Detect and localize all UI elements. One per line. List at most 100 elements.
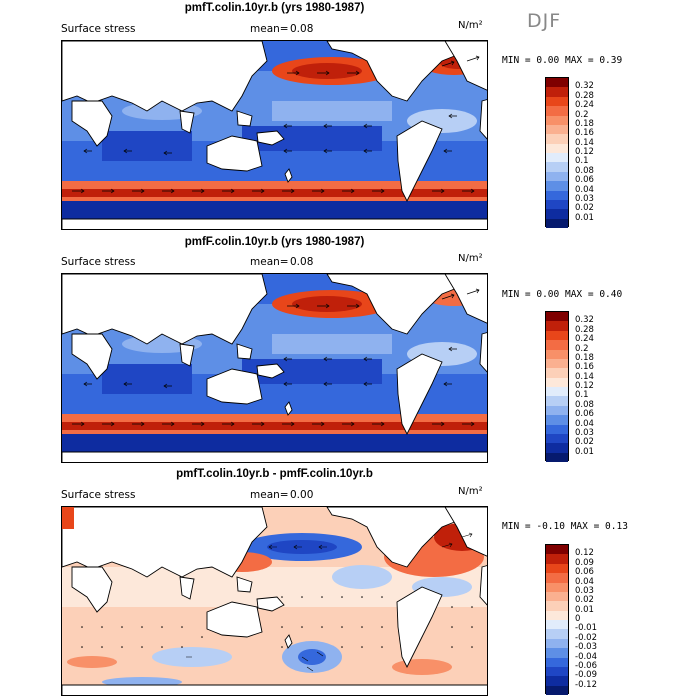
colorbar-segment [546,648,568,658]
colorbar-level-label: 0.04 [575,418,594,429]
panel-3-units: N/m² [458,486,483,497]
colorbar-segment [546,601,568,611]
colorbar-segment [546,153,568,163]
panel-3-map-svg [62,507,487,695]
panel-2-map [61,273,488,463]
colorbar-segment [546,620,568,630]
colorbar-segment [546,171,568,182]
colorbar-level-label: -0.02 [575,632,597,643]
panel-1-mean-label: mean= [250,23,289,35]
colorbar-segment [546,629,568,639]
panel-1-map [61,40,488,230]
colorbar-level-label: 0.02 [575,595,594,606]
colorbar-segment [546,115,568,125]
colorbar-level-label: 0.18 [575,352,594,363]
colorbar-segment [546,321,568,331]
colorbar-segment [546,554,568,564]
colorbar-segment [546,610,568,620]
colorbar-level-label: 0.1 [575,156,589,167]
colorbar-segment [546,377,568,387]
panel-1-map-svg [62,41,487,229]
panel-2-variable-label: Surface stress [61,256,136,268]
colorbar-level-label: 0.03 [575,193,594,204]
colorbar-segment [546,676,568,686]
colorbar-level-label: 0.32 [575,81,594,92]
panel-2-min-label: MIN = [502,289,531,300]
colorbar-level-label: 0.02 [575,203,594,214]
colorbar-level-label: -0.01 [575,623,597,634]
colorbar-level-label: 0.28 [575,90,594,101]
colorbar-segment [546,591,568,602]
colorbar-segment [546,96,568,107]
colorbar-segment [546,143,568,153]
colorbar-level-label: 0.24 [575,334,594,345]
colorbar-segment [546,563,568,574]
colorbar-segment [546,209,568,219]
colorbar-level-label: 0.01 [575,604,594,615]
colorbar-level-label: 0.04 [575,576,594,587]
panel-2-mean-value: 0.08 [290,256,314,268]
colorbar-segment [546,387,568,397]
colorbar-segment [546,349,568,359]
panel-1-mean-value: 0.08 [290,23,314,35]
panel-3-min-value: -0.10 [536,521,565,532]
colorbar-segment [546,685,568,695]
panel-3-max-label: MAX = [570,521,600,532]
panel-1-colorbar [545,77,569,228]
panel-3-variable-label: Surface stress [61,489,136,501]
colorbar-level-label: 0.32 [575,315,594,326]
colorbar-segment [546,433,568,444]
colorbar-segment [546,545,568,555]
panel-1-colorbar-segments [546,78,568,228]
colorbar-level-label: 0.03 [575,427,594,438]
panel-2-map-svg [62,274,487,462]
colorbar-segment [546,573,568,583]
colorbar-level-label: 0.12 [575,381,594,391]
colorbar-level-label: 0.06 [575,409,594,420]
colorbar-level-label: 0 [575,614,581,624]
colorbar-level-label: 0.2 [575,109,589,120]
colorbar-level-label: 0.03 [575,585,594,596]
panel-2-title: pmfF.colin.10yr.b (yrs 1980-1987) [184,236,365,248]
colorbar-segment [546,340,568,350]
colorbar-segment [546,424,568,434]
colorbar-segment [546,87,568,97]
colorbar-segment [546,452,568,462]
colorbar-level-label: -0.04 [575,651,597,662]
colorbar-level-label: 0.08 [575,399,594,410]
colorbar-level-label: 0.09 [575,557,594,568]
colorbar-segment [546,443,568,453]
colorbar-segment [546,368,568,378]
panel-2-mean-label: mean= [250,256,289,268]
colorbar-level-label: 0.01 [575,446,594,457]
colorbar-segment [546,582,568,592]
colorbar-level-label: -0.06 [575,660,597,671]
panel-3-mean-value: 0.00 [290,489,314,501]
colorbar-level-label: 0.14 [575,137,594,148]
colorbar-segment [546,330,568,341]
panel-3-mean-label: mean= [250,489,289,501]
panel-2-colorbar [545,311,569,462]
colorbar-level-label: 0.02 [575,437,594,448]
colorbar-segment [546,218,568,228]
panel-1-title: pmfT.colin.10yr.b (yrs 1980-1987) [184,2,365,14]
colorbar-level-label: 0.16 [575,362,594,373]
colorbar-segment [546,638,568,649]
colorbar-level-label: 0.16 [575,128,594,139]
colorbar-segment [546,78,568,88]
colorbar-level-label: 0.1 [575,390,589,401]
colorbar-level-label: 0.01 [575,212,594,223]
colorbar-level-label: -0.03 [575,642,597,653]
colorbar-segment [546,415,568,425]
panel-3-min-label: MIN = [502,521,531,532]
panel-3-colorbar-segments [546,545,568,695]
colorbar-level-label: 0.06 [575,567,594,578]
colorbar-level-label: 0.06 [575,175,594,186]
panel-3-map [61,506,488,696]
season-label: DJF [527,10,562,32]
colorbar-level-label: 0.14 [575,371,594,382]
colorbar-segment [546,162,568,172]
colorbar-level-label: 0.2 [575,343,589,354]
colorbar-segment [546,358,568,369]
colorbar-segment [546,124,568,135]
